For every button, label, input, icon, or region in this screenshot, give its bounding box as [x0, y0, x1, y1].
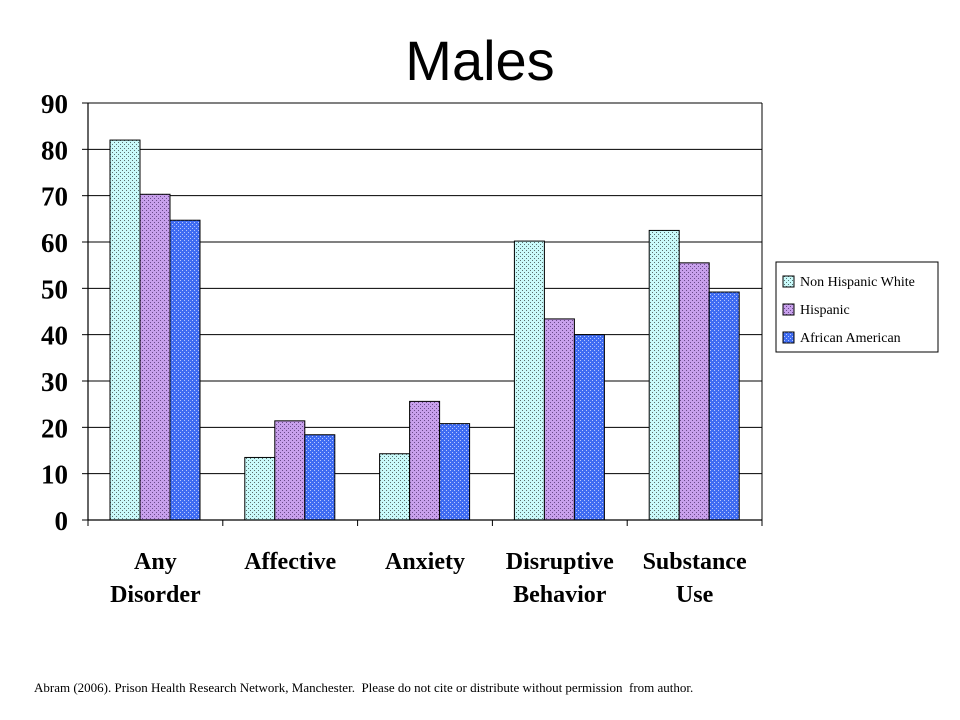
y-tick-label: 30 — [41, 367, 68, 397]
bar — [439, 423, 471, 521]
legend-swatch — [782, 275, 795, 288]
y-tick-label: 60 — [41, 228, 68, 258]
bar — [409, 400, 441, 521]
x-tick-label: Disorder — [110, 582, 201, 608]
bar — [379, 453, 411, 521]
legend-label: Non Hispanic White — [800, 275, 915, 290]
y-tick-label: 80 — [41, 135, 68, 165]
bars — [109, 139, 740, 521]
legend-box — [775, 261, 939, 353]
legend-label: Hispanic — [800, 303, 850, 318]
legend-swatch — [782, 303, 795, 316]
legend-label: African American — [800, 331, 901, 346]
y-tick-label: 0 — [55, 506, 69, 536]
legend: Non Hispanic White Hispanic African Americ… — [775, 261, 939, 353]
bar — [109, 139, 141, 521]
x-tick-label: Anxiety — [385, 549, 465, 575]
y-tick-label: 70 — [41, 182, 68, 212]
legend-swatch — [782, 331, 795, 344]
x-tick-label: Any — [134, 549, 177, 575]
bar — [708, 291, 740, 521]
bar — [543, 318, 575, 521]
bar — [304, 434, 336, 521]
x-tick-label: Substance — [643, 549, 747, 575]
bar — [169, 219, 201, 521]
bar — [573, 334, 605, 521]
chart-title: Males — [405, 29, 555, 92]
y-tick-label: 10 — [41, 460, 68, 490]
bar-chart: 0 10 20 30 40 50 60 70 80 90 Any Disorder Affective A… — [41, 89, 939, 608]
y-tick-label: 50 — [41, 274, 68, 304]
bar — [678, 262, 710, 521]
source-footnote: Abram (2006). Prison Health Research Net… — [34, 680, 694, 695]
bar — [274, 420, 306, 521]
x-tick-label: Disruptive — [506, 549, 614, 575]
axes: 0 10 20 30 40 50 60 70 80 90 Any Disorder Affective A… — [41, 89, 763, 608]
x-tick-label: Affective — [244, 549, 336, 575]
x-tick-label: Use — [676, 582, 714, 608]
bar — [513, 240, 545, 521]
y-tick-label: 40 — [41, 321, 68, 351]
y-tick-label: 20 — [41, 413, 68, 443]
bar — [244, 456, 276, 521]
bar — [139, 193, 171, 521]
y-tick-label: 90 — [41, 89, 68, 119]
x-tick-label: Behavior — [513, 582, 607, 608]
bar — [648, 229, 680, 521]
